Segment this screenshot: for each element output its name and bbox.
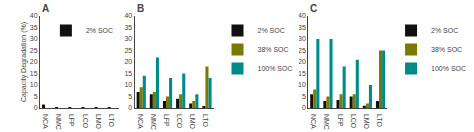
svg-text:10: 10 [124,81,132,88]
svg-text:30: 30 [124,35,132,42]
svg-text:0: 0 [302,104,306,111]
svg-text:LMO: LMO [189,114,196,130]
svg-text:NMC: NMC [323,114,330,130]
svg-text:0: 0 [128,104,132,111]
svg-text:38% SOC: 38% SOC [431,46,462,53]
svg-text:NMC: NMC [150,114,157,130]
svg-text:LMO: LMO [95,114,102,130]
svg-text:LTO: LTO [376,114,383,128]
svg-text:40: 40 [124,12,132,19]
svg-text:30: 30 [30,35,38,42]
svg-text:15: 15 [124,70,132,77]
svg-text:20: 20 [298,58,306,65]
svg-text:LTO: LTO [108,114,115,128]
svg-text:30: 30 [298,35,306,42]
svg-text:B: B [137,3,144,14]
svg-text:LCO: LCO [82,114,89,129]
svg-text:2% SOC: 2% SOC [431,27,458,34]
svg-text:100% SOC: 100% SOC [258,65,293,72]
svg-text:5: 5 [128,93,132,100]
svg-text:40: 40 [30,12,38,19]
svg-text:LFP: LFP [68,114,75,127]
svg-text:5: 5 [34,93,38,100]
svg-text:15: 15 [298,70,306,77]
svg-text:C: C [310,3,317,14]
svg-text:40: 40 [298,12,306,19]
svg-text:Capacity Degradation (%): Capacity Degradation (%) [20,22,28,102]
svg-text:2% SOC: 2% SOC [86,27,113,34]
svg-text:38% SOC: 38% SOC [258,46,289,53]
svg-text:NCA: NCA [310,114,317,129]
svg-text:NMC: NMC [55,114,62,130]
svg-text:LTO: LTO [202,114,209,128]
svg-text:20: 20 [30,58,38,65]
svg-text:35: 35 [124,24,132,31]
svg-text:NCA: NCA [137,114,144,129]
svg-text:LFP: LFP [163,114,170,127]
svg-text:10: 10 [30,81,38,88]
svg-text:LFP: LFP [337,114,344,127]
svg-text:10: 10 [298,81,306,88]
svg-text:NCA: NCA [42,114,49,129]
svg-text:100% SOC: 100% SOC [431,65,466,72]
svg-text:0: 0 [34,104,38,111]
svg-text:5: 5 [302,93,306,100]
svg-text:A: A [42,3,49,14]
svg-text:25: 25 [298,47,306,54]
svg-text:LCO: LCO [350,114,357,129]
svg-text:35: 35 [30,24,38,31]
svg-text:LCO: LCO [176,114,183,129]
svg-text:25: 25 [30,47,38,54]
svg-text:25: 25 [124,47,132,54]
svg-text:2% SOC: 2% SOC [258,27,285,34]
svg-text:15: 15 [30,70,38,77]
svg-text:35: 35 [298,24,306,31]
svg-text:LMO: LMO [363,114,370,130]
svg-text:20: 20 [124,58,132,65]
